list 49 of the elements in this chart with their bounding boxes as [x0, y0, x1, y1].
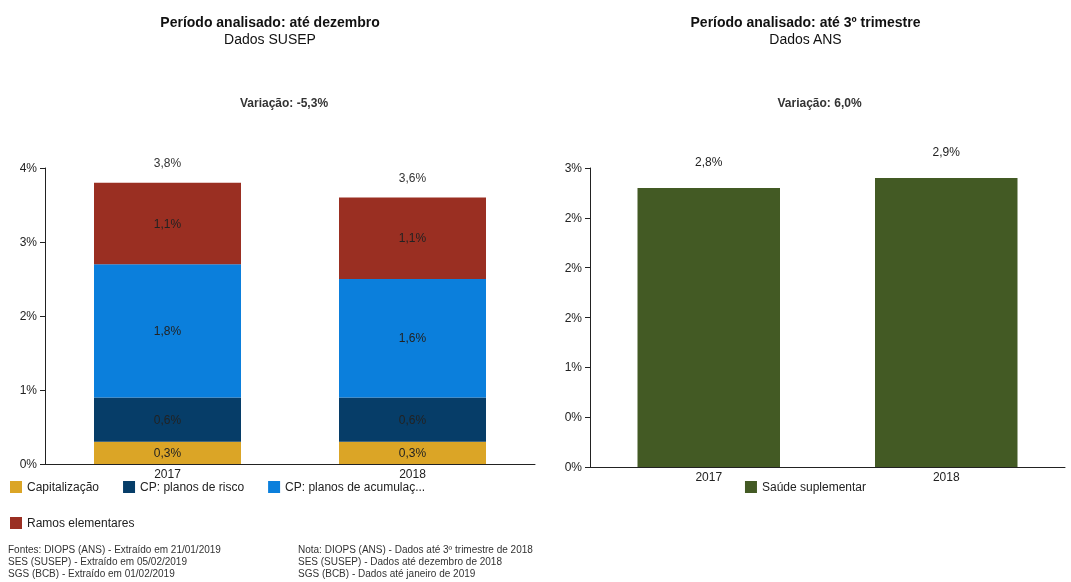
y-tick-label: 1%	[19, 383, 38, 397]
data-label: 1,1%	[153, 216, 182, 231]
text: Variação: 6,0%	[777, 96, 862, 110]
bar	[94, 264, 241, 398]
bar	[94, 397, 241, 442]
chart-title: Período analisado: até dezembro	[160, 14, 380, 30]
legend-label: Saúde suplementar	[761, 480, 867, 494]
legend-label: Ramos elementares	[27, 516, 135, 530]
bar	[339, 397, 486, 442]
data-label: 1,8%	[153, 323, 182, 338]
y-tick-label: 0%	[564, 410, 583, 425]
data-label: 0,3%	[398, 445, 427, 460]
data-label: 2,8%	[695, 154, 723, 169]
total-label: 3,6%	[398, 170, 427, 185]
x-tick-label: 2018	[932, 470, 960, 484]
x-tick-label: 2018	[399, 467, 427, 481]
legend-label: Capitalização	[27, 480, 100, 494]
data-label: 1,1%	[398, 231, 427, 246]
chart-title: Período analisado: até 3º trimestre	[690, 14, 921, 30]
data-label: 2,9%	[932, 144, 961, 159]
x-tick-label: 2017	[695, 470, 723, 484]
x-tick-label: 2017	[154, 467, 182, 481]
bar	[94, 441, 241, 464]
y-tick-label: 2%	[564, 260, 583, 275]
bar	[94, 182, 241, 265]
y-tick-label: 2%	[564, 210, 583, 225]
chart-subtitle: Dados SUSEP	[224, 31, 316, 47]
data-label: 0,3%	[153, 445, 182, 460]
y-tick-label: 1%	[564, 360, 583, 375]
y-tick-label: 3%	[19, 235, 38, 249]
data-label: 0,6%	[153, 412, 182, 427]
y-tick-label: 3%	[564, 161, 583, 175]
text: Nota: DIOPS (ANS) - Dados até 3º trimestre de 2018 SES (SUSEP) - Dados até dezembro de 2018 SGS (BCB) - Dados até janeiro de 2019	[298, 544, 533, 580]
y-tick-label: 0%	[19, 457, 38, 471]
legend-label: CP: planos de acumulaç...	[285, 480, 426, 494]
data-label: 0,6%	[398, 412, 427, 427]
legend-label: CP: planos de risco	[140, 480, 245, 494]
total-label: 3,8%	[153, 155, 182, 170]
y-tick-label: 0%	[564, 460, 583, 474]
text: Fontes: DIOPS (ANS) - Extraído em 21/01/2019 SES (SUSEP) - Extraído em 05/02/2019 SGS (BCB) - Extraído em 01/02/2019	[8, 544, 221, 580]
y-tick-label: 2%	[564, 310, 583, 325]
text: Variação: -5,3%	[240, 96, 329, 110]
chart-subtitle: Dados ANS	[769, 31, 842, 47]
y-tick-label: 4%	[19, 161, 38, 175]
bar	[339, 441, 486, 464]
bar	[339, 279, 486, 398]
data-label: 1,6%	[398, 331, 427, 346]
bar	[339, 197, 486, 279]
y-tick-label: 2%	[19, 309, 38, 323]
